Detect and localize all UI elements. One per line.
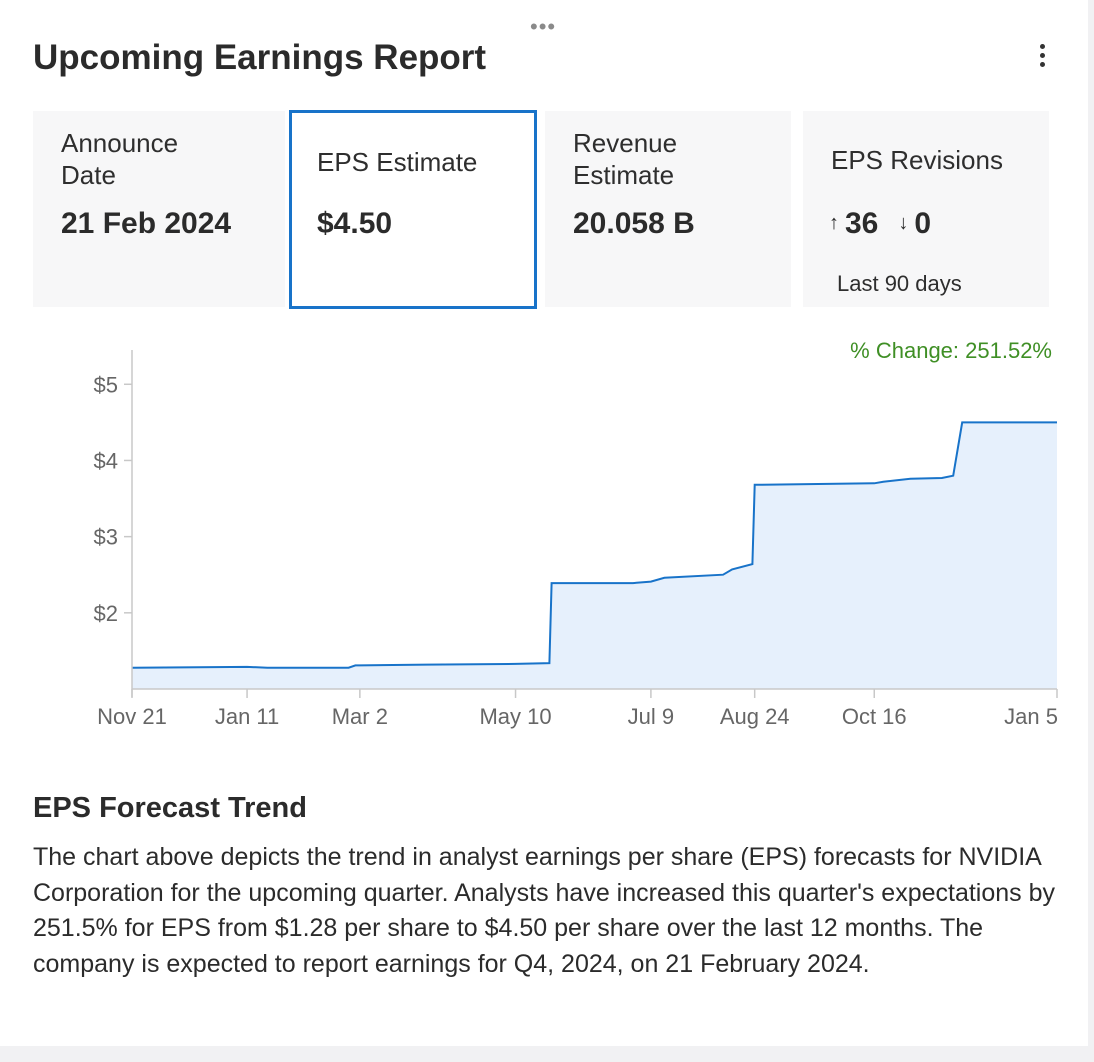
eps-trend-chart[interactable]: $2 $3 $4 $5 Nov 21 Jan 11 Mar 2 May 10 Jul 9 Aug … <box>0 340 1088 740</box>
eps-revisions-label: EPS Revisions <box>831 145 1003 175</box>
eps-revisions-tile[interactable]: EPS Revisions ↑ 36 ↓ 0 Last 90 days <box>803 111 1049 307</box>
arrow-up-icon: ↑ <box>829 212 839 234</box>
section-title: EPS Forecast Trend <box>33 792 307 824</box>
percent-change-label: % Change: 251.52% <box>850 338 1052 363</box>
revisions-up-count: 36 <box>845 207 879 240</box>
revenue-estimate-tile[interactable]: Revenue Estimate 20.058 B <box>545 111 791 307</box>
announce-date-value: 21 Feb 2024 <box>61 207 232 240</box>
y-tick-label: $2 <box>94 601 118 626</box>
x-tick-label: Oct 16 <box>842 704 907 729</box>
x-tick-label: Jan 11 <box>215 704 279 729</box>
x-tick-label: Aug 24 <box>720 704 790 729</box>
eps-estimate-label: EPS Estimate <box>317 147 478 177</box>
announce-date-tile[interactable]: Announce Date 21 Feb 2024 <box>33 111 285 307</box>
eps-revisions-values: ↑ 36 ↓ 0 <box>829 207 931 241</box>
drag-handle-icon[interactable]: ••• <box>530 14 557 39</box>
eps-estimate-value: $4.50 <box>317 207 393 240</box>
revisions-down-count: 0 <box>914 207 932 240</box>
eps-series-line <box>131 421 1057 669</box>
revenue-estimate-value: 20.058 B <box>573 207 695 240</box>
eps-area-fill <box>132 422 1057 689</box>
x-tick-label: Mar 2 <box>332 704 388 729</box>
y-tick-label: $3 <box>94 525 118 550</box>
x-tick-label: Jan 5 <box>1004 704 1058 729</box>
x-tick-label: May 10 <box>479 704 551 729</box>
earnings-card: ••• Upcoming Earnings Report Announce Da… <box>0 0 1088 1046</box>
y-tick-label: $4 <box>94 448 118 473</box>
revisions-period: Last 90 days <box>837 271 962 296</box>
arrow-down-icon: ↓ <box>898 212 909 234</box>
eps-estimate-tile[interactable]: EPS Estimate $4.50 <box>289 110 537 309</box>
x-tick-label: Nov 21 <box>97 704 167 729</box>
revenue-estimate-label: Revenue Estimate <box>573 128 678 190</box>
announce-date-label: Announce Date <box>61 128 179 190</box>
card-title: Upcoming Earnings Report <box>33 38 487 77</box>
section-description: The chart above depicts the trend in ana… <box>33 843 1056 978</box>
more-options-icon[interactable] <box>1028 44 1056 76</box>
y-tick-label: $5 <box>94 372 118 397</box>
x-tick-label: Jul 9 <box>628 704 674 729</box>
